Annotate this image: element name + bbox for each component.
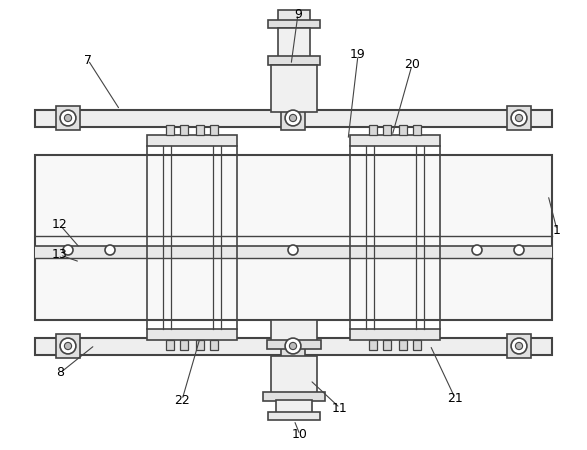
Text: 12: 12: [52, 219, 68, 231]
Bar: [56, 334, 80, 358]
Text: 7: 7: [84, 54, 92, 67]
Bar: [210, 125, 218, 135]
Bar: [196, 340, 204, 350]
Circle shape: [285, 338, 301, 354]
Bar: [35, 155, 552, 320]
Text: 21: 21: [447, 392, 463, 405]
Bar: [166, 340, 174, 350]
Bar: [369, 125, 377, 135]
Text: 1: 1: [553, 224, 561, 237]
Bar: [267, 340, 321, 349]
Circle shape: [63, 245, 73, 255]
Circle shape: [60, 110, 76, 126]
Circle shape: [285, 110, 301, 126]
Bar: [268, 20, 320, 28]
Bar: [180, 125, 188, 135]
Bar: [507, 334, 531, 358]
Bar: [268, 56, 320, 65]
Circle shape: [472, 245, 482, 255]
Bar: [507, 106, 531, 130]
Circle shape: [289, 342, 296, 350]
Bar: [147, 135, 237, 146]
Circle shape: [515, 342, 522, 350]
Bar: [399, 125, 407, 135]
Text: 8: 8: [56, 366, 64, 379]
Bar: [35, 338, 552, 355]
Circle shape: [515, 114, 522, 122]
Text: 11: 11: [332, 401, 348, 414]
Bar: [383, 340, 391, 350]
Bar: [413, 340, 421, 350]
Bar: [180, 340, 188, 350]
Bar: [56, 106, 80, 130]
Bar: [281, 334, 305, 358]
Bar: [281, 106, 305, 130]
Bar: [413, 125, 421, 135]
Text: 9: 9: [294, 8, 302, 21]
Bar: [350, 135, 440, 146]
Text: 20: 20: [404, 58, 420, 72]
Bar: [271, 320, 317, 342]
Bar: [166, 125, 174, 135]
Bar: [278, 28, 310, 58]
Circle shape: [60, 338, 76, 354]
Circle shape: [65, 114, 72, 122]
Bar: [210, 340, 218, 350]
Bar: [369, 340, 377, 350]
Circle shape: [288, 245, 298, 255]
Bar: [268, 412, 320, 420]
Text: 13: 13: [52, 248, 68, 261]
Circle shape: [105, 245, 115, 255]
Bar: [35, 110, 552, 127]
Bar: [263, 392, 325, 401]
Circle shape: [65, 342, 72, 350]
Bar: [271, 65, 317, 112]
Bar: [383, 125, 391, 135]
Bar: [350, 329, 440, 340]
Circle shape: [289, 114, 296, 122]
Circle shape: [511, 110, 527, 126]
Bar: [35, 246, 552, 258]
Circle shape: [511, 338, 527, 354]
Bar: [278, 10, 310, 22]
Text: 10: 10: [292, 428, 308, 441]
Text: 19: 19: [350, 49, 366, 62]
Text: 22: 22: [174, 393, 190, 406]
Bar: [271, 356, 317, 394]
Bar: [276, 400, 312, 414]
Bar: [196, 125, 204, 135]
Bar: [147, 329, 237, 340]
Circle shape: [514, 245, 524, 255]
Bar: [399, 340, 407, 350]
